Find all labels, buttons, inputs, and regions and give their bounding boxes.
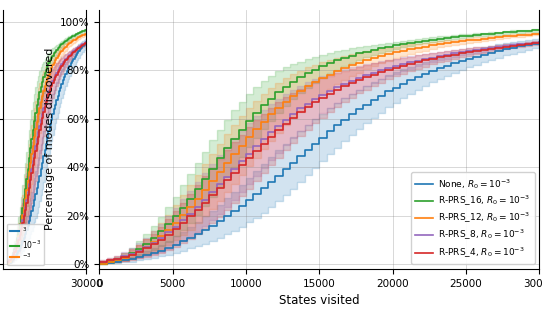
- None, $R_0 = 10^{-3}$: [199, 228, 205, 232]
- R-PRS_12, $R_0 = 10^{-3}$: [96, 262, 102, 266]
- R-PRS_4, $R_0 = 10^{-3}$: [250, 149, 256, 153]
- R-PRS_16, $R_0 = 10^{-3}$: [331, 59, 337, 62]
- None, $R_0 = 10^{-3}$: [331, 124, 337, 127]
- R-PRS_8, $R_0 = 10^{-3}$: [478, 47, 484, 51]
- Legend: None, $R_0 = 10^{-3}$, R-PRS_16, $R_0 = 10^{-3}$, R-PRS_12, $R_0 = 10^{-3}$, R-P: None, $R_0 = 10^{-3}$, R-PRS_16, $R_0 = …: [411, 172, 535, 264]
- Line: R-PRS_16, $R_0 = 10^{-3}$: R-PRS_16, $R_0 = 10^{-3}$: [99, 30, 539, 264]
- R-PRS_8, $R_0 = 10^{-3}$: [96, 260, 102, 263]
- None, $R_0 = 10^{-3}$: [184, 236, 191, 240]
- None, $R_0 = 10^{-3}$: [250, 193, 256, 196]
- R-PRS_12, $R_0 = 10^{-3}$: [478, 37, 484, 41]
- X-axis label: States visited: States visited: [279, 294, 360, 307]
- R-PRS_16, $R_0 = 10^{-3}$: [536, 28, 542, 32]
- R-PRS_8, $R_0 = 10^{-3}$: [184, 212, 191, 216]
- R-PRS_4, $R_0 = 10^{-3}$: [536, 41, 542, 44]
- R-PRS_4, $R_0 = 10^{-3}$: [96, 260, 102, 263]
- R-PRS_16, $R_0 = 10^{-3}$: [96, 262, 102, 266]
- R-PRS_12, $R_0 = 10^{-3}$: [250, 127, 256, 131]
- None, $R_0 = 10^{-3}$: [96, 262, 102, 266]
- R-PRS_16, $R_0 = 10^{-3}$: [478, 32, 484, 36]
- Line: R-PRS_8, $R_0 = 10^{-3}$: R-PRS_8, $R_0 = 10^{-3}$: [99, 42, 539, 261]
- R-PRS_16, $R_0 = 10^{-3}$: [360, 50, 366, 53]
- R-PRS_4, $R_0 = 10^{-3}$: [184, 214, 191, 218]
- R-PRS_8, $R_0 = 10^{-3}$: [331, 85, 337, 89]
- R-PRS_8, $R_0 = 10^{-3}$: [360, 73, 366, 77]
- R-PRS_4, $R_0 = 10^{-3}$: [199, 201, 205, 204]
- R-PRS_16, $R_0 = 10^{-3}$: [184, 196, 191, 200]
- R-PRS_12, $R_0 = 10^{-3}$: [536, 32, 542, 36]
- R-PRS_12, $R_0 = 10^{-3}$: [331, 69, 337, 73]
- R-PRS_8, $R_0 = 10^{-3}$: [199, 197, 205, 201]
- None, $R_0 = 10^{-3}$: [360, 103, 366, 107]
- Line: R-PRS_4, $R_0 = 10^{-3}$: R-PRS_4, $R_0 = 10^{-3}$: [99, 43, 539, 261]
- R-PRS_4, $R_0 = 10^{-3}$: [360, 75, 366, 79]
- R-PRS_12, $R_0 = 10^{-3}$: [184, 205, 191, 209]
- R-PRS_4, $R_0 = 10^{-3}$: [478, 48, 484, 52]
- None, $R_0 = 10^{-3}$: [478, 53, 484, 57]
- R-PRS_12, $R_0 = 10^{-3}$: [199, 188, 205, 192]
- R-PRS_4, $R_0 = 10^{-3}$: [331, 88, 337, 92]
- Line: R-PRS_12, $R_0 = 10^{-3}$: R-PRS_12, $R_0 = 10^{-3}$: [99, 34, 539, 264]
- Legend: $^{3}$, $10^{-3}$, $^{-3}$: $^{3}$, $10^{-3}$, $^{-3}$: [7, 224, 44, 265]
- None, $R_0 = 10^{-3}$: [536, 40, 542, 44]
- R-PRS_8, $R_0 = 10^{-3}$: [536, 40, 542, 44]
- R-PRS_16, $R_0 = 10^{-3}$: [250, 111, 256, 115]
- Line: None, $R_0 = 10^{-3}$: None, $R_0 = 10^{-3}$: [99, 42, 539, 264]
- R-PRS_12, $R_0 = 10^{-3}$: [360, 58, 366, 62]
- R-PRS_16, $R_0 = 10^{-3}$: [199, 177, 205, 180]
- Y-axis label: Percentage of modes discovered: Percentage of modes discovered: [44, 48, 55, 230]
- R-PRS_8, $R_0 = 10^{-3}$: [250, 144, 256, 148]
